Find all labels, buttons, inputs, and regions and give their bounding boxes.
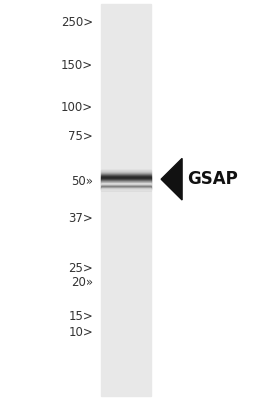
Text: 50»: 50»	[71, 175, 93, 188]
Text: 100>: 100>	[61, 101, 93, 114]
Polygon shape	[161, 158, 182, 200]
Text: 75>: 75>	[68, 130, 93, 142]
Text: 250>: 250>	[61, 16, 93, 28]
Text: 15>: 15>	[68, 310, 93, 322]
Bar	[101, 4, 151, 396]
Text: GSAP: GSAP	[187, 170, 238, 188]
Text: 150>: 150>	[61, 59, 93, 72]
Text: 37>: 37>	[68, 212, 93, 224]
Text: 10>: 10>	[68, 326, 93, 339]
Text: 20»: 20»	[71, 276, 93, 289]
Text: 25>: 25>	[68, 262, 93, 275]
